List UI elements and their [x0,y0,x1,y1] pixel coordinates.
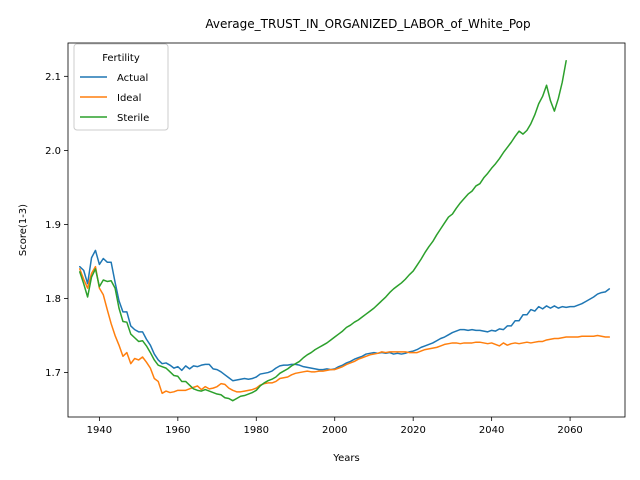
series-line-actual [79,249,611,382]
legend: Fertility Actual Ideal Sterile [73,43,169,131]
y-tick-label: 1.7 [45,368,61,379]
series-line-ideal [79,265,611,395]
y-tick-label: 1.8 [45,294,61,305]
y-axis-label: Score(1-3) [18,204,29,256]
y-tick-label: 2.1 [45,72,61,83]
legend-entries: Actual Ideal Sterile [80,73,149,124]
series-line-sterile [79,60,567,402]
x-tick-label: 2020 [400,425,425,436]
x-tick-label: 2060 [557,425,582,436]
x-axis: 1940 1960 1980 2000 2020 2040 2060 [87,417,583,436]
legend-box [73,43,169,131]
plot-frame [67,42,626,418]
legend-label-actual: Actual [117,73,148,84]
x-tick-label: 2000 [322,425,347,436]
y-tick-label: 1.9 [45,220,61,231]
legend-title: Fertility [102,53,140,64]
y-tick-label: 2.0 [45,146,61,157]
legend-label-ideal: Ideal [117,93,141,104]
series-layer [79,60,611,402]
x-axis-label: Years [332,453,359,464]
x-tick-label: 1960 [165,425,190,436]
x-tick-label: 1980 [244,425,269,436]
legend-label-sterile: Sterile [117,113,149,124]
x-tick-label: 2040 [479,425,504,436]
y-axis: 1.7 1.8 1.9 2.0 2.1 [45,72,68,379]
x-tick-label: 1940 [87,425,112,436]
chart-title: Average_TRUST_IN_ORGANIZED_LABOR_of_Whit… [205,17,530,31]
